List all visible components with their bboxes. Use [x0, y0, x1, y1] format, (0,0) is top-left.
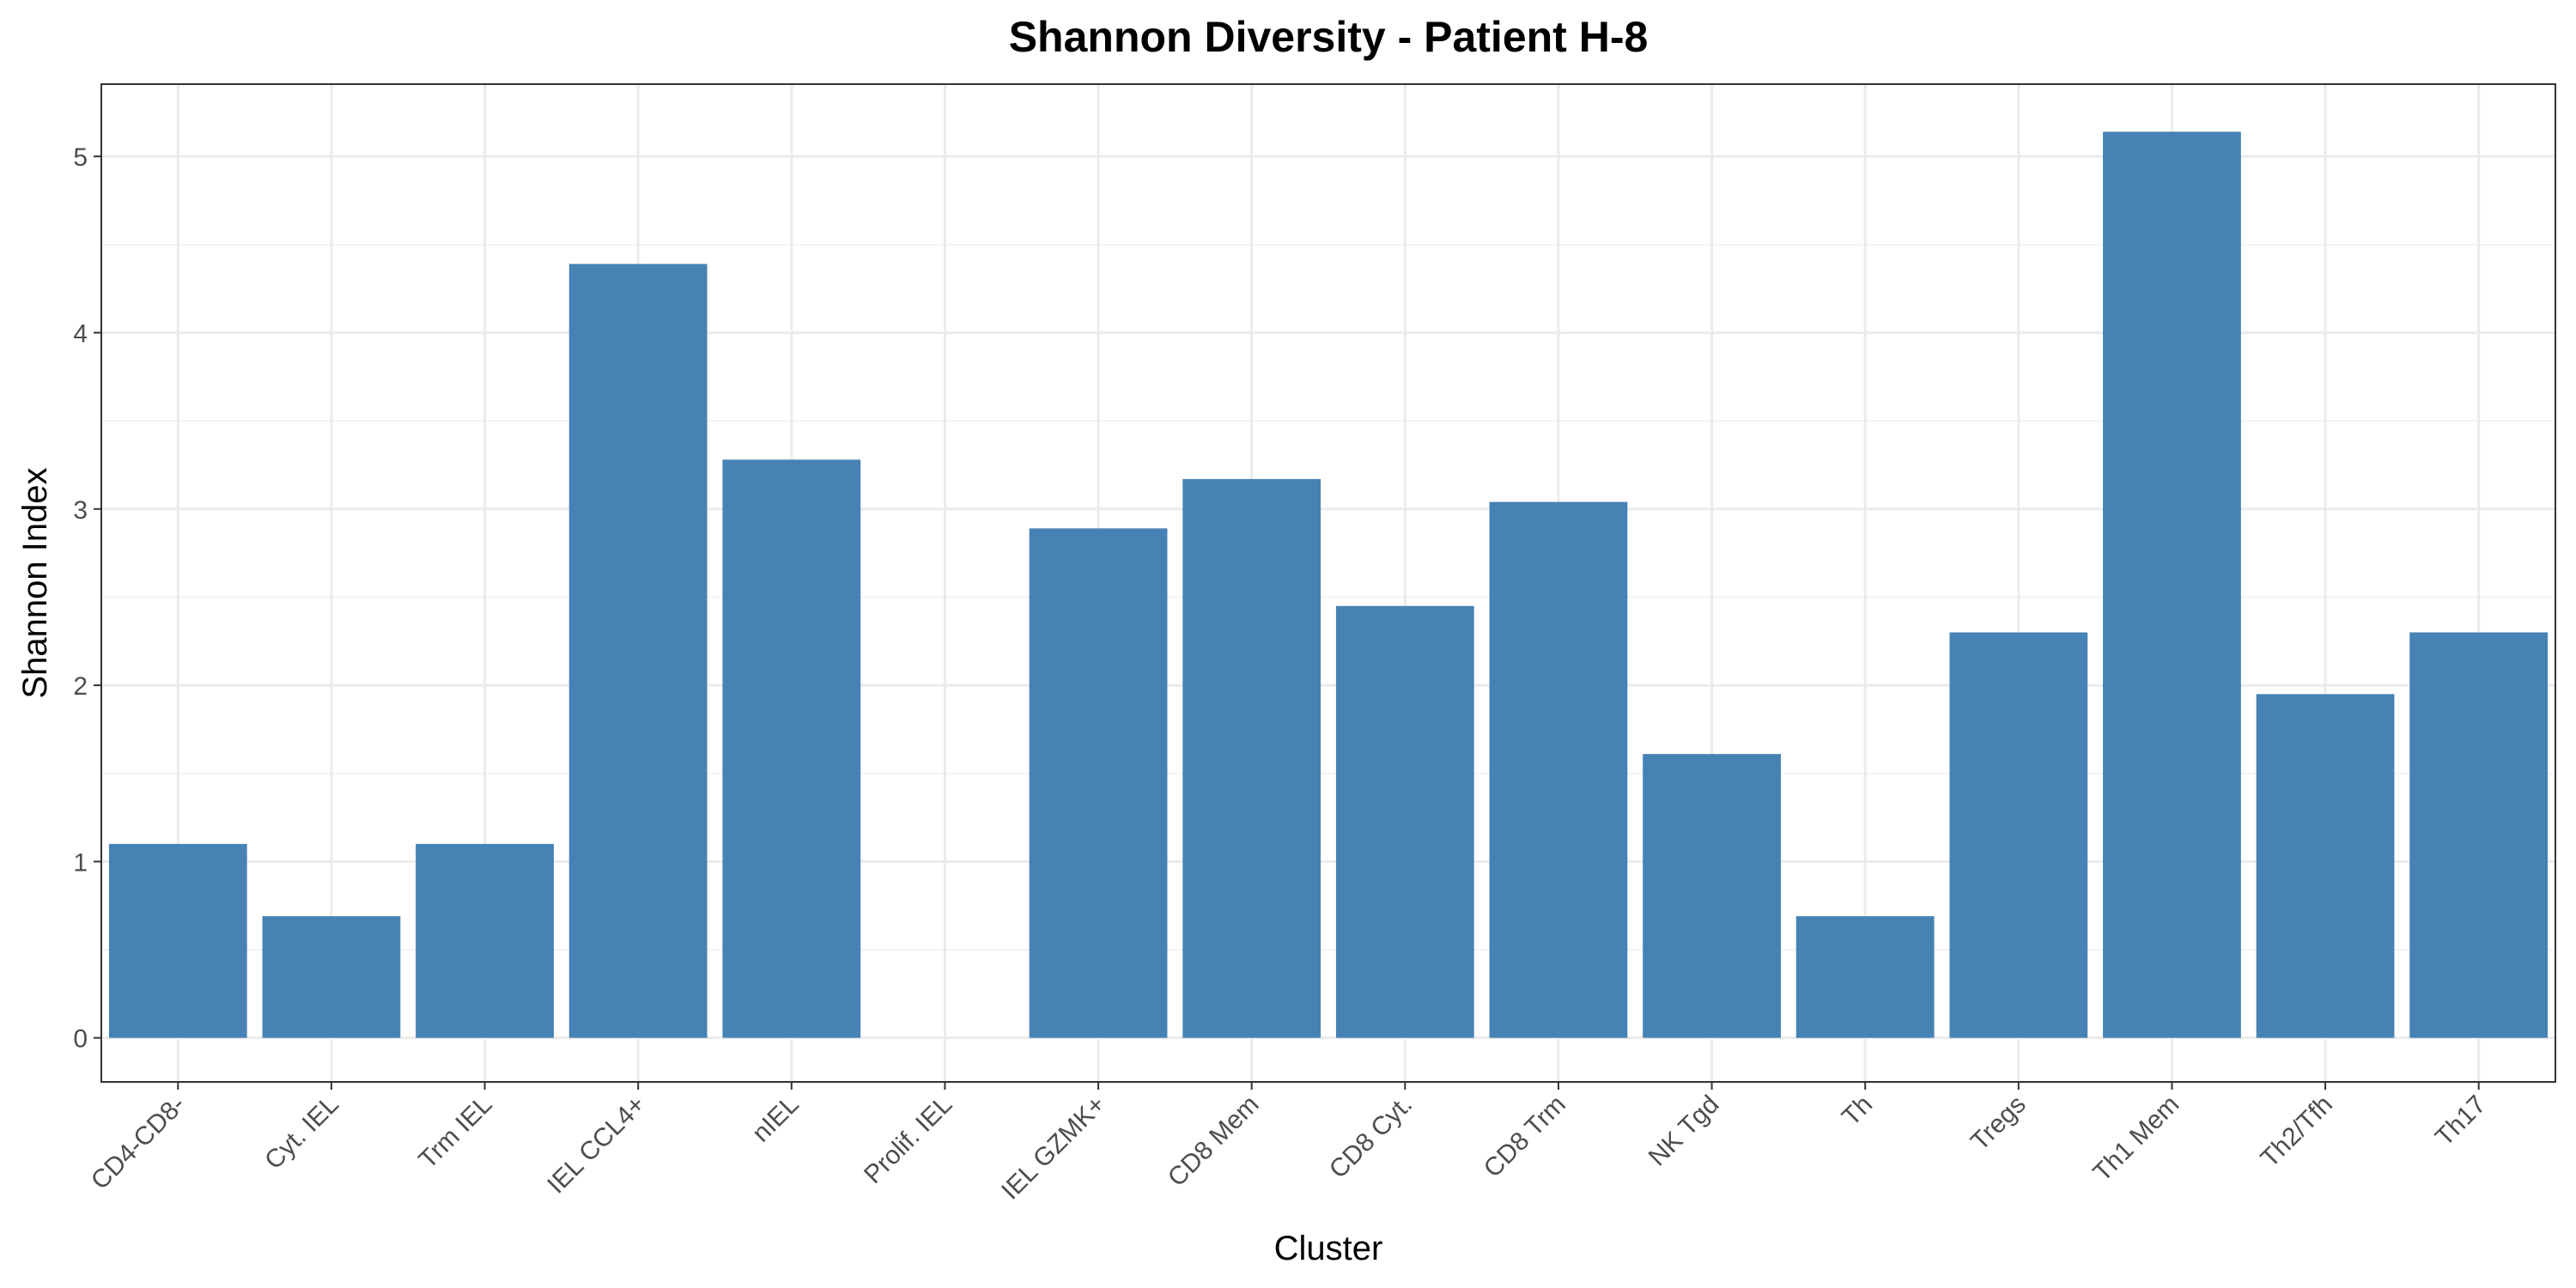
y-axis: 0 1 2 3 4 5 [73, 143, 101, 1054]
bar-tregs [1949, 632, 2088, 1038]
y-tick-label: 0 [73, 1025, 88, 1054]
x-tick-label: Th1 Mem [2087, 1091, 2184, 1188]
y-tick-label: 4 [73, 319, 88, 348]
bar-cyt-iel [262, 916, 401, 1038]
x-tick-label: Th17 [2430, 1091, 2492, 1152]
plot-panel [100, 83, 2556, 1083]
y-tick-label: 1 [73, 848, 88, 877]
x-tick-label: Th [1837, 1091, 1878, 1132]
y-tick-label: 2 [73, 672, 88, 701]
x-tick-label: CD8 Cyt. [1324, 1091, 1418, 1184]
x-tick-label: CD8 Mem [1163, 1091, 1265, 1193]
bar-cd8-mem [1182, 478, 1321, 1038]
bar-cd8-cyt- [1335, 605, 1474, 1038]
bars [108, 131, 2549, 1038]
bar-niel [722, 459, 861, 1038]
bar-th [1795, 916, 1935, 1038]
bar-iel-gzmk- [1029, 528, 1168, 1038]
chart-title: Shannon Diversity - Patient H-8 [1009, 13, 1649, 61]
y-tick-label: 5 [73, 143, 88, 172]
bar-cd8-trm [1489, 501, 1628, 1038]
bar-trm-iel [416, 843, 554, 1038]
x-tick-label: Th2/Tfh [2256, 1091, 2338, 1173]
x-tick-label: Prolif. IEL [859, 1091, 957, 1189]
bar-th2-tfh [2256, 694, 2395, 1038]
x-tick-label: Trm IEL [414, 1091, 498, 1175]
x-tick-label: Cyt. IEL [259, 1091, 344, 1176]
x-tick-label: CD4-CD8- [86, 1091, 191, 1195]
x-axis: CD4-CD8- Cyt. IEL Trm IEL IEL CCL4+ nIEL Prol… [86, 1082, 2492, 1206]
x-tick-label: NK Tgd [1643, 1091, 1725, 1172]
x-tick-label: IEL CCL4+ [542, 1091, 651, 1200]
x-tick-label: Tregs [1965, 1091, 2032, 1157]
bar-th1-mem [2103, 131, 2241, 1038]
y-tick-label: 3 [73, 496, 88, 525]
x-tick-label: nIEL [747, 1091, 805, 1148]
bar-nk-tgd [1643, 754, 1781, 1038]
x-tick-label: CD8 Trm [1479, 1091, 1571, 1183]
x-axis-title: Cluster [1274, 1230, 1383, 1267]
y-axis-title: Shannon Index [16, 467, 54, 698]
bar-th17 [2409, 632, 2549, 1038]
bar-cd4-cd8- [108, 843, 247, 1038]
bar-iel-ccl4- [568, 264, 708, 1038]
x-tick-label: IEL GZMK+ [996, 1091, 1111, 1206]
